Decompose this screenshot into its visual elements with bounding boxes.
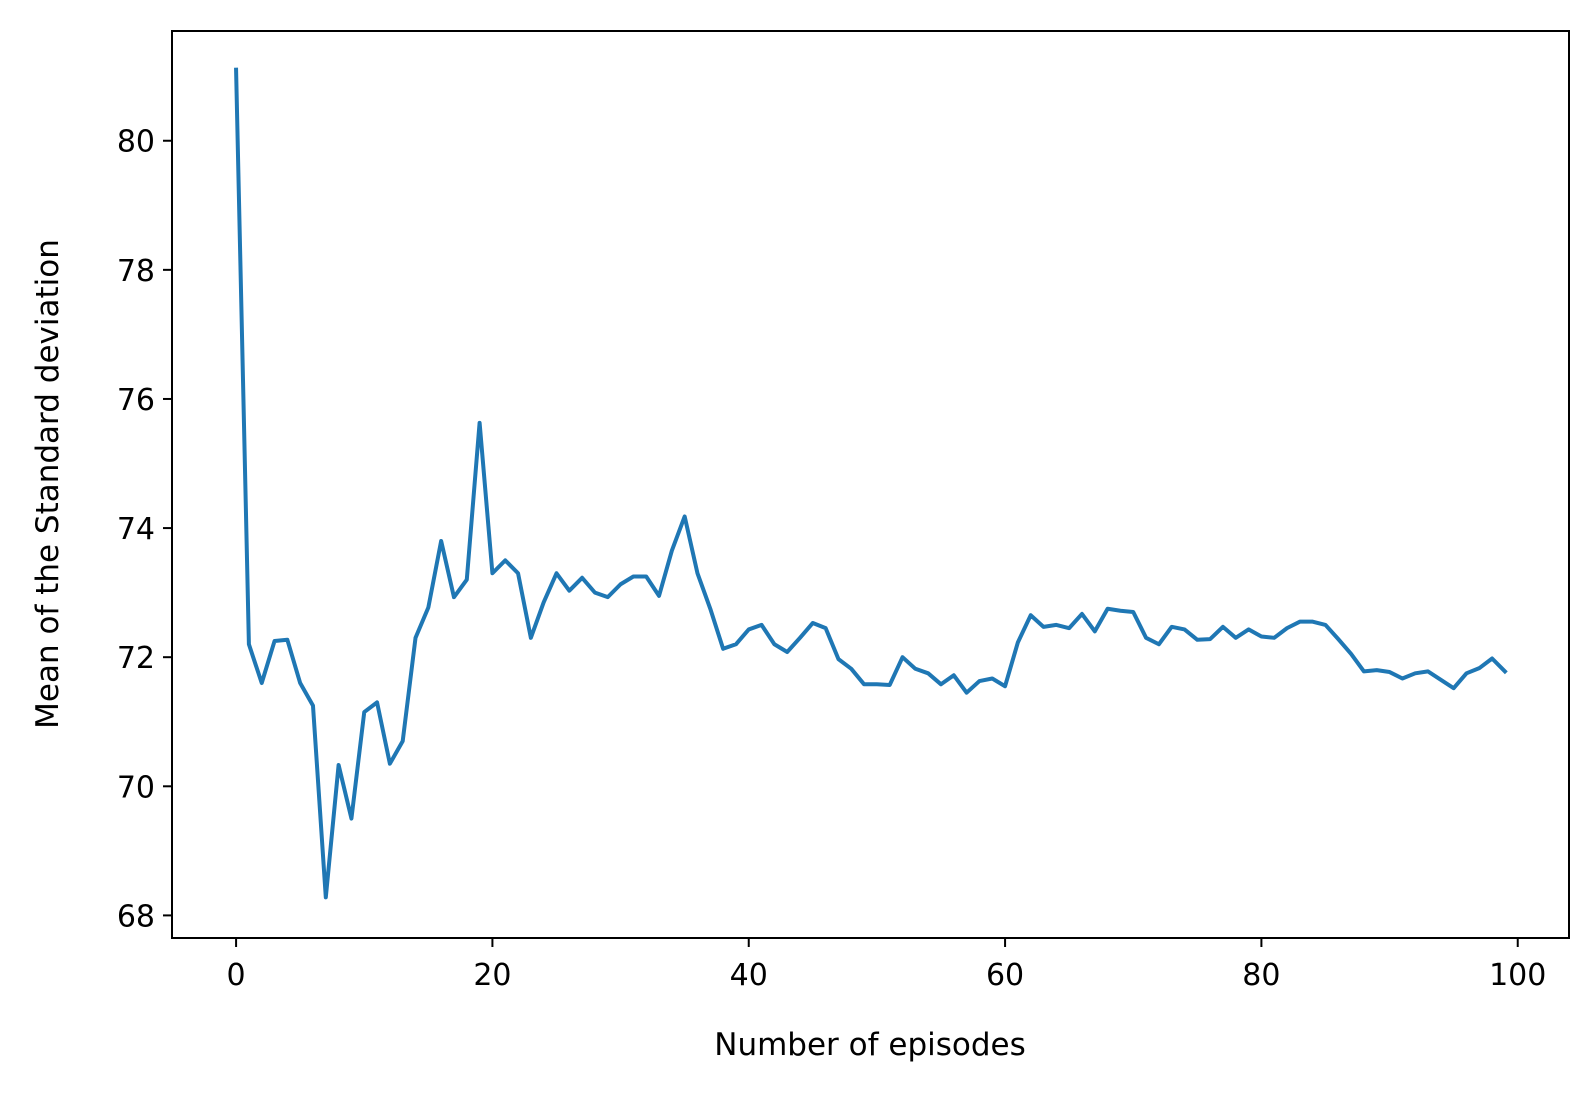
- plot-layer: [234, 67, 1508, 900]
- x-tick-label: 0: [227, 958, 246, 993]
- y-tick-label: 80: [117, 125, 155, 160]
- y-tick-label: 78: [117, 254, 155, 289]
- x-tick-label: 40: [730, 958, 768, 993]
- y-tick-label: 68: [117, 899, 155, 934]
- y-tick-label: 76: [117, 383, 155, 418]
- x-tick-label: 80: [1242, 958, 1280, 993]
- y-tick-label: 70: [117, 770, 155, 805]
- x-tick-label: 100: [1489, 958, 1546, 993]
- x-tick-label: 20: [473, 958, 511, 993]
- x-tick-label: 60: [986, 958, 1024, 993]
- y-tick-label: 72: [117, 641, 155, 676]
- y-tick-label: 74: [117, 512, 155, 547]
- y-axis-ticks: 68 70 72 74 76 78 80: [117, 125, 172, 934]
- series-line: [234, 67, 1508, 900]
- axes-frame: [171, 30, 1570, 939]
- y-axis-label: Mean of the Standard deviation: [30, 239, 66, 729]
- x-axis-ticks: 0 20 40 60 80 100: [227, 938, 1546, 993]
- x-axis-label: Number of episodes: [714, 1027, 1026, 1063]
